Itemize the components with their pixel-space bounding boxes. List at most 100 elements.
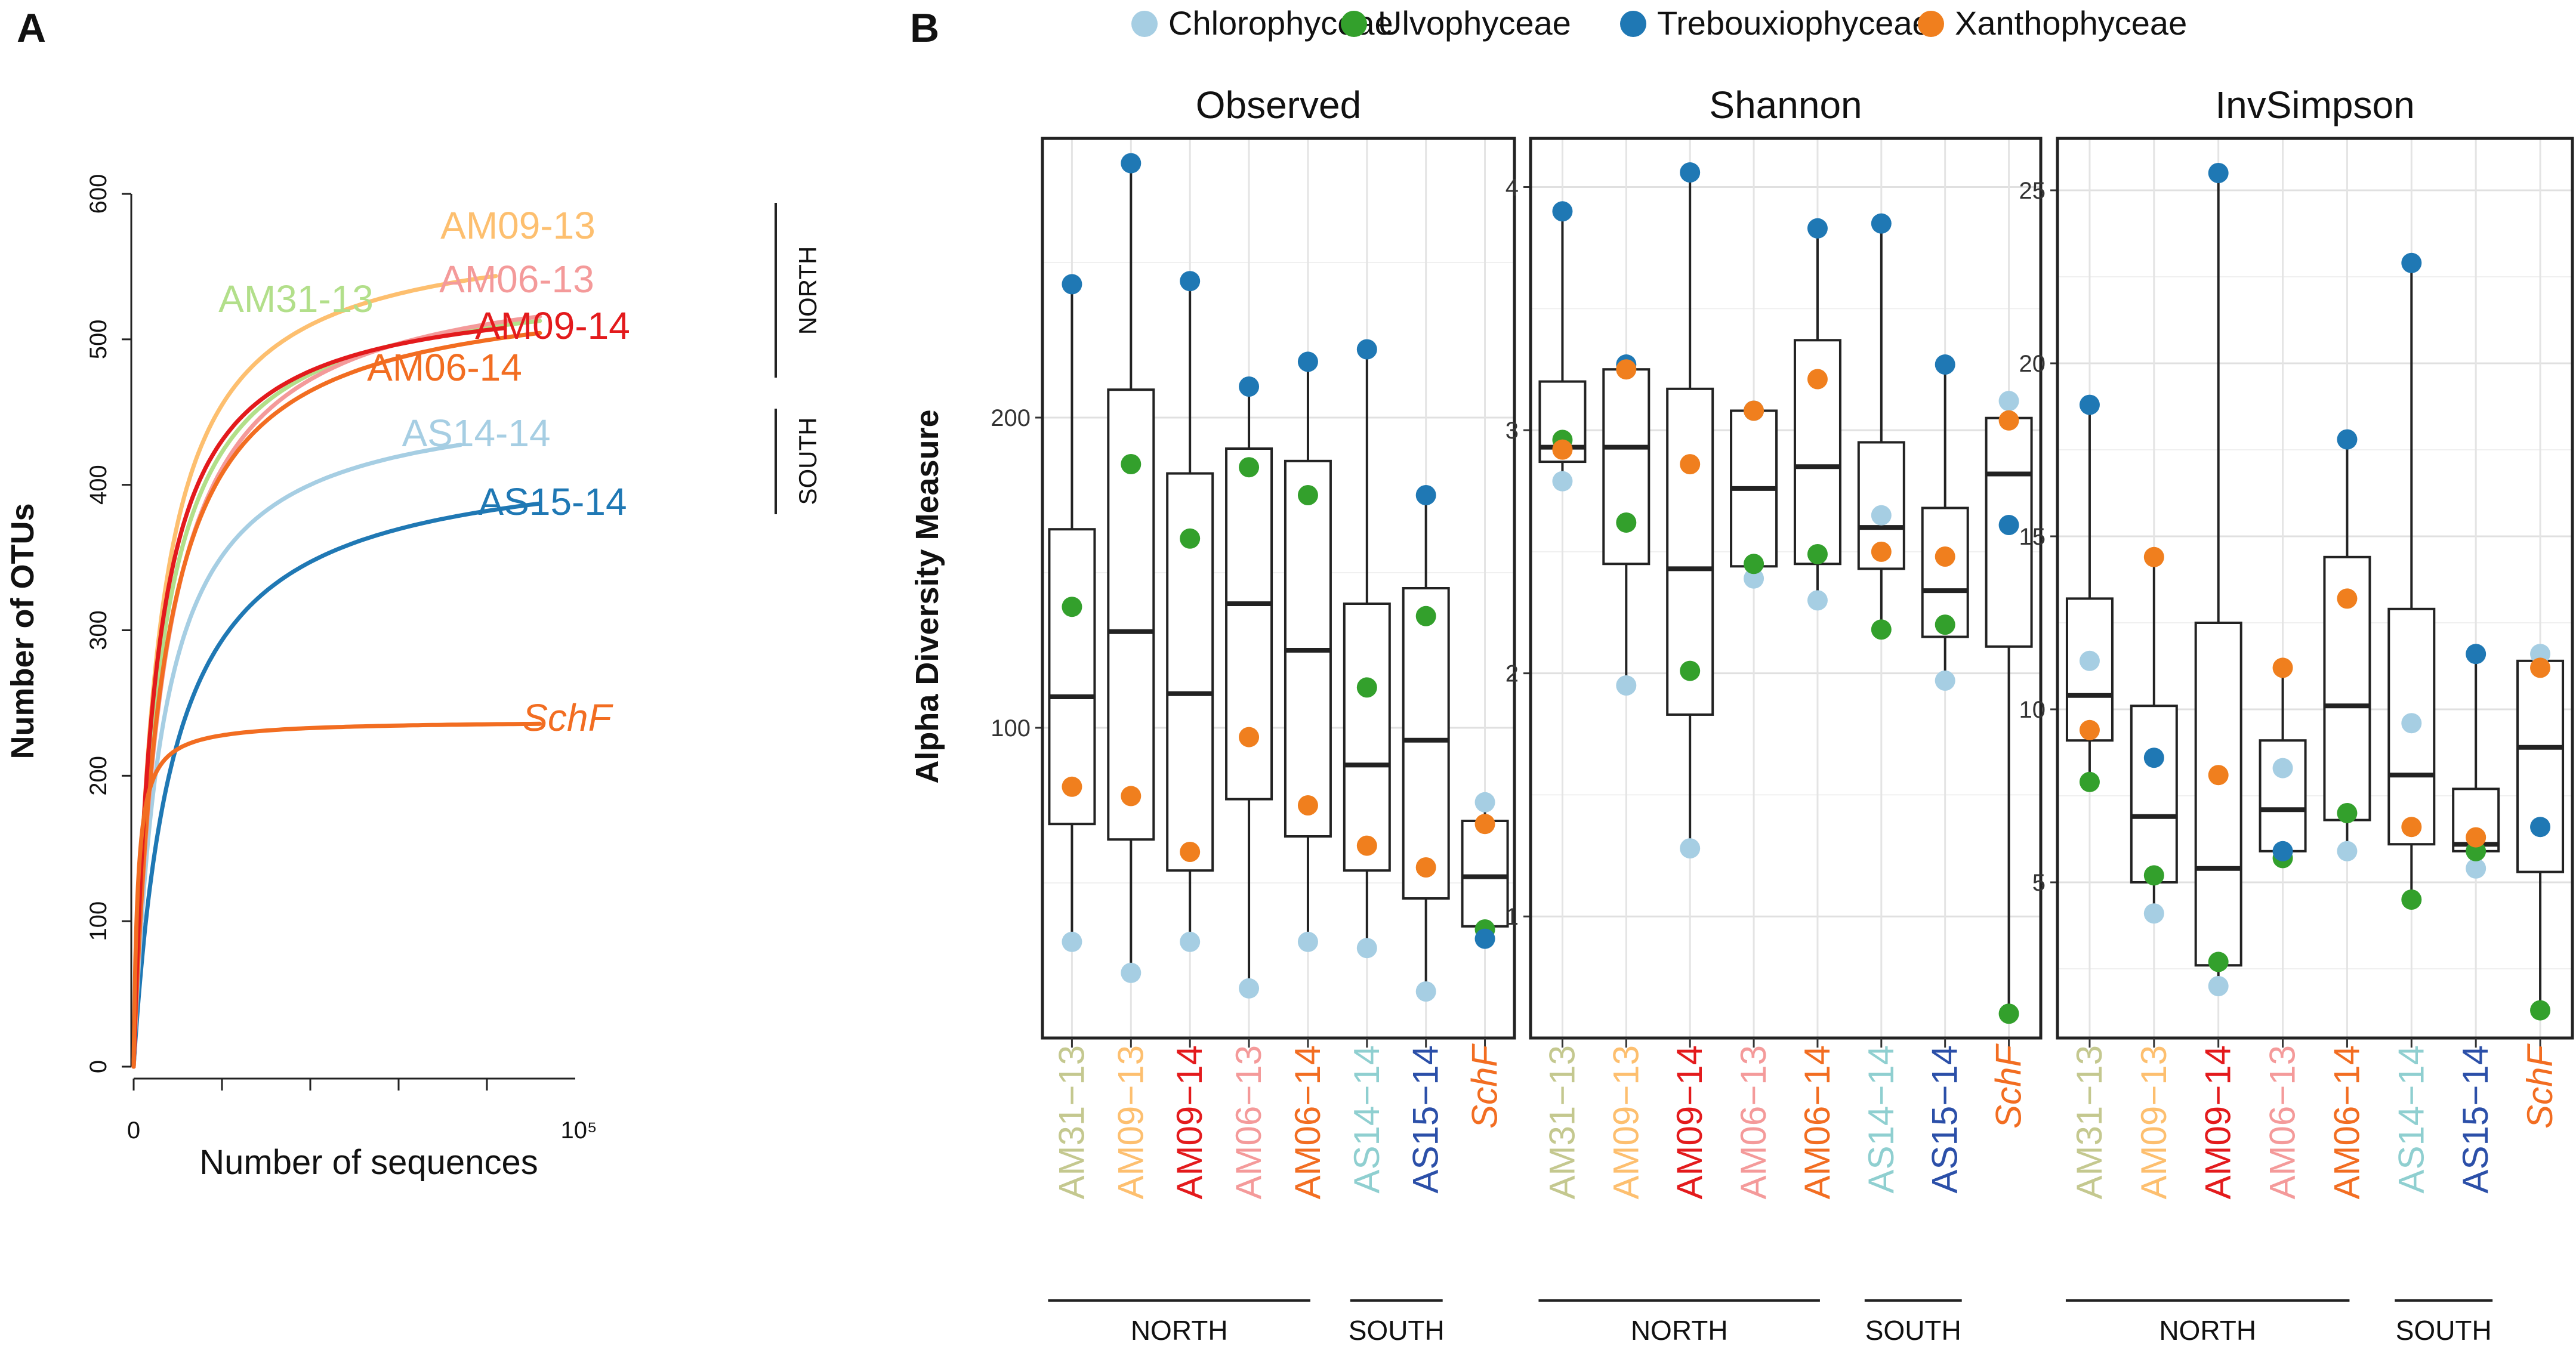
point-xanthophyceae-4 <box>1297 795 1318 815</box>
x-tick-label-1: AM09−13 <box>1110 1045 1150 1200</box>
point-xanthophyceae-1 <box>1121 786 1142 807</box>
y-tick-label-2: 200 <box>85 756 112 796</box>
y-tick-label-3: 300 <box>85 610 112 650</box>
point-chlorophyceae-5 <box>1356 938 1377 959</box>
south-group-label: SOUTH <box>2396 1315 2492 1346</box>
point-xanthophyceae-3 <box>2272 657 2293 678</box>
alpha-diversity-panel: Observed 100 200 AM31−13 AM09−13 AM09−14 AM06−… <box>991 84 2574 1346</box>
point-chlorophyceae-7 <box>1474 792 1495 813</box>
point-chlorophyceae-5 <box>2401 713 2422 734</box>
point-trebouxiophyceae-4 <box>1807 218 1828 239</box>
point-ulvophyceae-5 <box>1356 677 1377 698</box>
point-trebouxiophyceae-7 <box>1998 515 2019 536</box>
x-tick-label-2: AM09−14 <box>1170 1045 1210 1200</box>
point-trebouxiophyceae-0 <box>1552 201 1573 222</box>
facet-title-1: Shannon <box>1709 84 1862 126</box>
point-chlorophyceae-0 <box>2079 650 2100 671</box>
x-tick-label-4: AM06−14 <box>1797 1045 1837 1200</box>
north-group-label: NORTH <box>1631 1315 1728 1346</box>
rarefaction-curve-AM09-14 <box>131 326 507 1069</box>
rarefaction-curve-AM06-14 <box>131 330 542 1069</box>
y-tick-label-3: 4 <box>1506 175 1519 201</box>
point-xanthophyceae-7 <box>1474 814 1495 835</box>
facet-border <box>1041 137 1516 1040</box>
point-trebouxiophyceae-3 <box>2272 841 2293 861</box>
x-tick-label-1: 10⁵ <box>560 1117 597 1144</box>
point-ulvophyceae-3 <box>1239 457 1260 478</box>
box-1 <box>2130 705 2178 884</box>
north-bracket-label: NORTH <box>794 246 822 335</box>
point-trebouxiophyceae-6 <box>1415 485 1436 505</box>
x-tick-label-7: SchF <box>2520 1043 2560 1129</box>
rarefaction-x-label: Number of sequences <box>199 1143 538 1182</box>
box-3 <box>2259 739 2307 852</box>
point-chlorophyceae-4 <box>2337 841 2358 861</box>
point-trebouxiophyceae-6 <box>2466 644 2486 665</box>
point-chlorophyceae-6 <box>1415 981 1436 1002</box>
point-xanthophyceae-1 <box>1616 359 1637 380</box>
point-xanthophyceae-2 <box>2208 765 2229 786</box>
point-xanthophyceae-6 <box>1415 857 1436 878</box>
point-xanthophyceae-7 <box>1998 410 2019 431</box>
south-group-label: SOUTH <box>1865 1315 1961 1346</box>
point-trebouxiophyceae-5 <box>1871 213 1892 234</box>
south-group-label: SOUTH <box>1349 1315 1445 1346</box>
curve-label-AM31-13: AM31-13 <box>218 277 374 320</box>
point-xanthophyceae-6 <box>2466 827 2486 848</box>
curve-label-AM06-14: AM06-14 <box>367 346 522 389</box>
x-tick-label-0: AM31−13 <box>1051 1045 1091 1200</box>
curve-label-AM06-13: AM06-13 <box>439 258 594 301</box>
point-ulvophyceae-1 <box>1616 512 1637 533</box>
box-0 <box>1048 528 1096 826</box>
box-7 <box>1461 820 1509 928</box>
point-chlorophyceae-1 <box>2143 903 2164 924</box>
point-xanthophyceae-0 <box>2079 719 2100 740</box>
point-ulvophyceae-5 <box>2401 889 2422 910</box>
point-xanthophyceae-0 <box>1062 776 1082 797</box>
point-xanthophyceae-4 <box>2337 588 2358 609</box>
y-tick-label-1: 200 <box>991 405 1031 431</box>
point-xanthophyceae-7 <box>2530 657 2551 678</box>
point-xanthophyceae-0 <box>1552 439 1573 460</box>
x-tick-label-3: AM06−13 <box>1229 1045 1269 1200</box>
box-1 <box>1602 368 1651 566</box>
curve-label-AS14-14: AS14-14 <box>402 412 550 455</box>
point-ulvophyceae-0 <box>2079 771 2100 792</box>
point-trebouxiophyceae-4 <box>1297 351 1318 372</box>
box-2 <box>2194 622 2242 967</box>
box-2 <box>1666 387 1714 716</box>
y-tick-label-1: 2 <box>1506 661 1519 687</box>
point-ulvophyceae-1 <box>1121 454 1142 474</box>
y-tick-label-3: 20 <box>2019 351 2046 377</box>
point-ulvophyceae-2 <box>1680 660 1701 681</box>
facet-border <box>2056 137 2574 1040</box>
y-tick-label-0: 0 <box>85 1060 112 1073</box>
point-chlorophyceae-6 <box>1935 670 1955 691</box>
facet-shannon: Shannon 1 2 3 4 AM31−13 AM09−13 AM09−14 AM06−13 A… <box>1506 84 2043 1346</box>
y-tick-label-5: 500 <box>85 319 112 359</box>
point-trebouxiophyceae-3 <box>1239 376 1260 397</box>
point-xanthophyceae-3 <box>1239 727 1260 747</box>
point-ulvophyceae-5 <box>1871 619 1892 640</box>
point-xanthophyceae-5 <box>1356 835 1377 856</box>
point-chlorophyceae-1 <box>1121 962 1142 983</box>
legend-dot-1 <box>1341 11 1367 37</box>
legend-dot-2 <box>1620 11 1646 37</box>
point-chlorophyceae-7 <box>1998 391 2019 412</box>
point-trebouxiophyceae-0 <box>1062 274 1082 295</box>
point-trebouxiophyceae-0 <box>2079 394 2100 415</box>
point-xanthophyceae-1 <box>2143 546 2164 567</box>
point-trebouxiophyceae-7 <box>1474 928 1495 949</box>
x-tick-label-6: AS15−14 <box>1925 1045 1965 1194</box>
point-trebouxiophyceae-2 <box>2208 163 2229 183</box>
x-tick-label-5: AS14−14 <box>2391 1045 2431 1194</box>
x-tick-label-2: AM09−14 <box>1670 1045 1710 1200</box>
point-ulvophyceae-4 <box>1807 543 1828 564</box>
point-ulvophyceae-0 <box>1062 597 1082 617</box>
point-xanthophyceae-6 <box>1935 546 1955 567</box>
x-tick-label-7: SchF <box>1465 1043 1505 1129</box>
x-tick-label-0: AM31−13 <box>2069 1045 2109 1200</box>
panel-label-a: A <box>17 5 46 51</box>
